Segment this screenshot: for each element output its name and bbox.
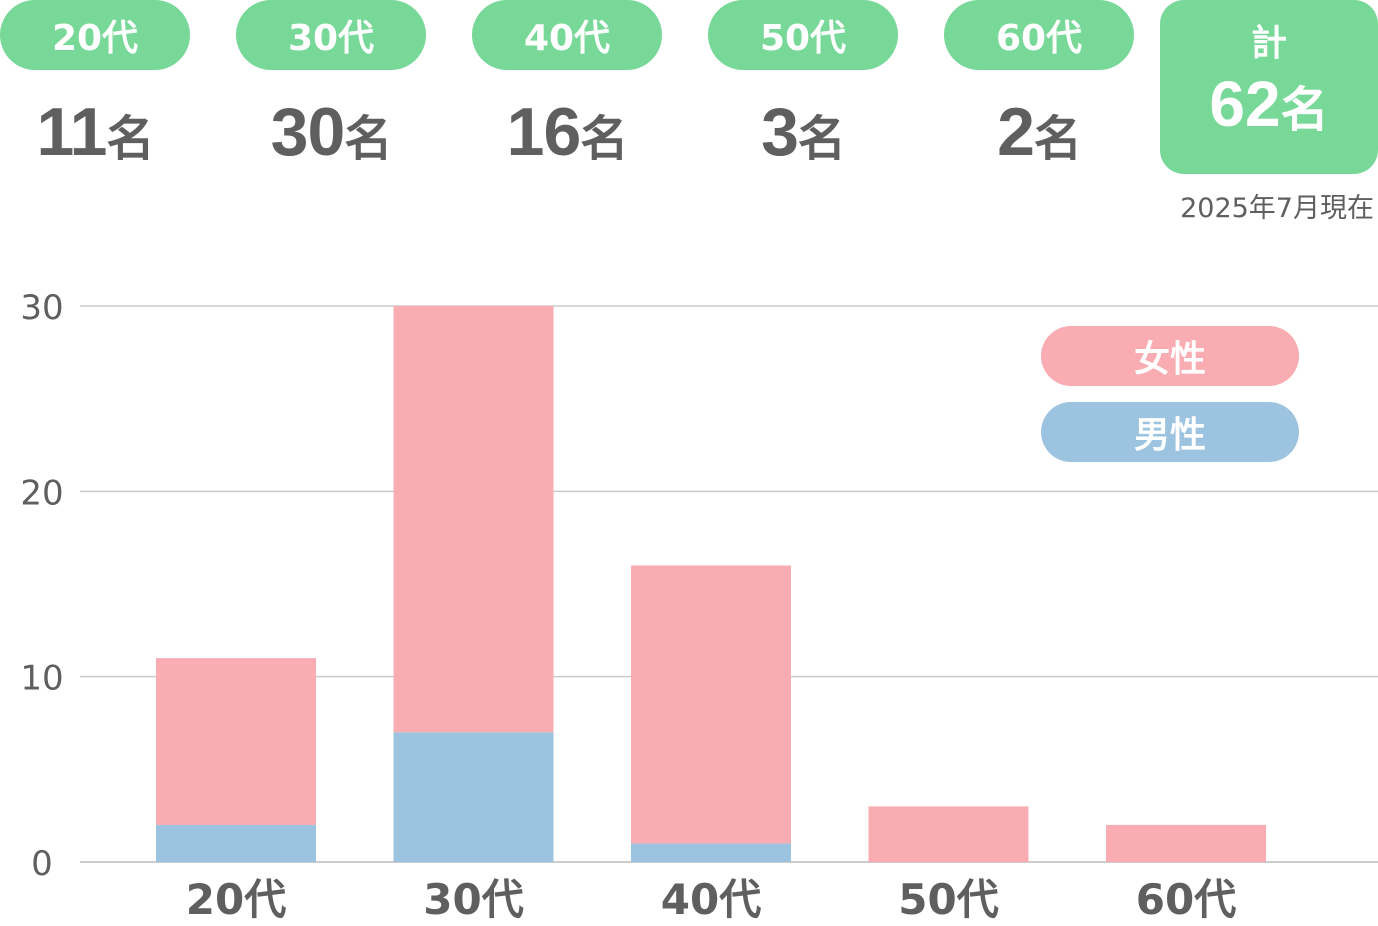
y-tick-label: 30 [20, 288, 63, 328]
x-tick-labels: 20代 30代 40代 50代 60代 [186, 875, 1236, 924]
x-tick-label: 30代 [423, 875, 523, 924]
summary-group-40s: 40代 16名 [472, 0, 662, 179]
count-value: 16 [506, 94, 582, 170]
total-count-value: 62 [1209, 68, 1281, 140]
count-unit: 名 [1033, 111, 1082, 167]
age-summary: 20代 11名 30代 30名 40代 16名 50代 3名 60代 2名 計 … [0, 0, 1378, 230]
age-badge: 60代 [944, 0, 1134, 70]
total-count-unit: 名 [1280, 82, 1329, 138]
age-badge: 50代 [708, 0, 898, 70]
count-value: 11 [36, 94, 108, 170]
y-tick-label: 10 [20, 659, 63, 699]
summary-group-30s: 30代 30名 [236, 0, 426, 179]
count-value: 2 [997, 94, 1035, 170]
x-tick-label: 40代 [661, 875, 761, 924]
count-value: 3 [761, 94, 799, 170]
legend-female: 女性 [1041, 326, 1299, 386]
legend-male-label: 男性 [1133, 415, 1206, 456]
bar-female [156, 658, 316, 825]
bar-female [631, 565, 791, 844]
summary-group-20s: 20代 11名 [0, 0, 190, 179]
total-label: 計 [1250, 23, 1287, 64]
y-tick-labels: 0 10 20 30 [20, 288, 63, 884]
bar-male [156, 824, 316, 862]
count-unit: 名 [344, 111, 392, 167]
count-unit: 名 [580, 111, 628, 167]
x-tick-label: 50代 [898, 875, 998, 924]
summary-group-60s: 60代 2名 [944, 0, 1134, 179]
legend-female-label: 女性 [1133, 339, 1206, 380]
total-box: 計 62名 [1160, 0, 1378, 174]
bar-male [631, 843, 791, 862]
age-count: 11名 [0, 92, 190, 179]
legend-male: 男性 [1041, 402, 1299, 462]
age-count: 16名 [472, 92, 662, 179]
count-unit: 名 [797, 111, 846, 167]
count-unit: 名 [106, 111, 154, 167]
bar-female [868, 806, 1029, 862]
age-badge: 30代 [236, 0, 426, 70]
count-value: 30 [270, 94, 346, 170]
age-badge: 20代 [0, 0, 190, 70]
bar-female [393, 306, 554, 733]
total-count: 62名 [1160, 66, 1378, 148]
y-tick-label: 20 [20, 473, 63, 513]
bars [156, 306, 1266, 862]
y-tick-label: 0 [31, 844, 53, 884]
x-tick-label: 20代 [186, 875, 286, 924]
age-count: 2名 [944, 92, 1134, 179]
x-tick-label: 60代 [1136, 875, 1236, 924]
bar-female [1106, 824, 1266, 862]
age-count: 3名 [708, 92, 898, 179]
bar-male [393, 732, 554, 862]
as-of-date: 2025年7月現在 [1180, 193, 1374, 224]
summary-group-50s: 50代 3名 [708, 0, 898, 179]
age-count: 30名 [236, 92, 426, 179]
age-badge: 40代 [472, 0, 662, 70]
